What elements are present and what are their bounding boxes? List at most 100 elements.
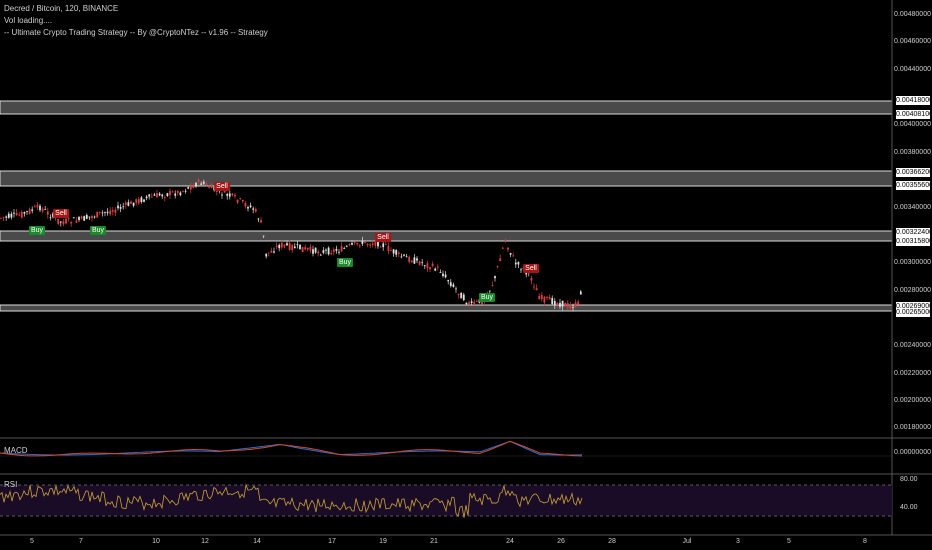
candle-body — [210, 184, 213, 189]
candle-body — [202, 181, 205, 184]
candle-body — [262, 235, 265, 237]
candle-body — [114, 209, 117, 213]
candle-body — [72, 217, 75, 219]
candle-body — [18, 214, 21, 216]
candle-body — [452, 284, 455, 287]
candle-body — [488, 290, 491, 292]
candle-body — [306, 247, 309, 250]
candle-body — [400, 256, 403, 258]
candle-body — [325, 249, 327, 251]
candle-body — [382, 243, 385, 248]
candle-body — [221, 194, 223, 196]
candle-body — [504, 240, 507, 242]
candle-body — [434, 268, 437, 271]
candle-body — [265, 253, 268, 257]
buy-signal: Buy — [478, 293, 496, 302]
sr-zone — [0, 230, 893, 242]
sr-zone — [0, 170, 893, 187]
time-tick: 26 — [557, 538, 565, 545]
candle-body — [447, 280, 450, 282]
candle-body — [384, 243, 387, 245]
time-tick: 7 — [79, 538, 83, 545]
candle-body — [332, 249, 335, 253]
zone-price-label: 0.00265000 — [896, 308, 932, 317]
candle-body — [304, 247, 307, 250]
candle-body — [244, 202, 247, 207]
candle-body — [189, 185, 192, 190]
candle-body — [254, 208, 257, 212]
candle-body — [343, 248, 346, 249]
candle-body — [182, 190, 184, 192]
price-tick: 0.00220000 — [894, 370, 931, 377]
candle-body — [85, 215, 88, 219]
candle-body — [26, 211, 28, 212]
candle-body — [280, 242, 283, 248]
candle-body — [101, 212, 104, 214]
time-tick: 19 — [379, 538, 387, 545]
candle-body — [491, 284, 494, 286]
candle-body — [416, 258, 418, 261]
candle-body — [187, 187, 190, 189]
candle-body — [520, 269, 522, 271]
sell-signal: Sell — [214, 182, 230, 191]
candle-body — [512, 255, 515, 257]
candle-body — [169, 190, 171, 196]
candle-body — [148, 194, 151, 197]
candle-body — [2, 217, 5, 218]
candle-body — [525, 272, 528, 275]
candle-body — [348, 244, 351, 246]
candle-body — [288, 242, 291, 250]
candle-body — [475, 300, 478, 302]
macd-line — [0, 440, 583, 456]
candle-body — [494, 276, 496, 279]
candle-body — [501, 247, 504, 249]
volume-status: Vol loading.... — [4, 16, 53, 25]
candle-body — [377, 239, 379, 247]
candle-body — [205, 183, 208, 186]
price-tick: 0.00200000 — [894, 397, 931, 404]
price-tick: 0.00300000 — [894, 259, 931, 266]
strategy-name: -- Ultimate Crypto Trading Strategy -- B… — [4, 28, 268, 37]
candle-body — [530, 278, 533, 281]
rsi-line — [0, 483, 583, 518]
candle-body — [572, 307, 574, 309]
price-tick: 0.00460000 — [894, 38, 931, 45]
candle-body — [317, 251, 320, 254]
candle-body — [319, 254, 322, 256]
candle-body — [514, 262, 517, 265]
candle-body — [293, 246, 296, 249]
candle-body — [330, 253, 333, 255]
candle-body — [249, 205, 252, 208]
price-tick: 0.00340000 — [894, 204, 931, 211]
candle-body — [62, 221, 65, 225]
candle-body — [156, 193, 158, 198]
candle-body — [465, 302, 468, 305]
candle-body — [369, 244, 372, 246]
candle-body — [561, 300, 564, 307]
candle-body — [7, 213, 10, 218]
candle-body — [395, 250, 398, 255]
candle-body — [312, 249, 314, 254]
candle-body — [296, 244, 299, 246]
zone-price-label: 0.00418000 — [896, 96, 932, 105]
candle-body — [247, 207, 249, 209]
candle-body — [460, 292, 463, 299]
sr-zone — [0, 304, 893, 312]
price-tick: 0.00280000 — [894, 287, 931, 294]
candle-body — [88, 216, 91, 218]
chart-title: Decred / Bitcoin, 120, BINANCE — [4, 4, 119, 13]
zone-price-label: 0.00408100 — [896, 110, 932, 119]
zone-price-label: 0.00269000 — [896, 302, 932, 311]
zone-price-label: 0.00315800 — [896, 237, 932, 246]
candle-body — [33, 206, 36, 208]
candle-body — [200, 183, 203, 185]
candle-body — [283, 244, 286, 247]
candle-body — [67, 217, 70, 219]
candle-body — [366, 243, 369, 245]
time-tick: 14 — [253, 538, 261, 545]
candle-body — [423, 265, 426, 267]
macd-zero-tick: 0.00000000 — [894, 449, 931, 456]
candle-body — [65, 218, 67, 224]
candle-body — [13, 212, 15, 214]
